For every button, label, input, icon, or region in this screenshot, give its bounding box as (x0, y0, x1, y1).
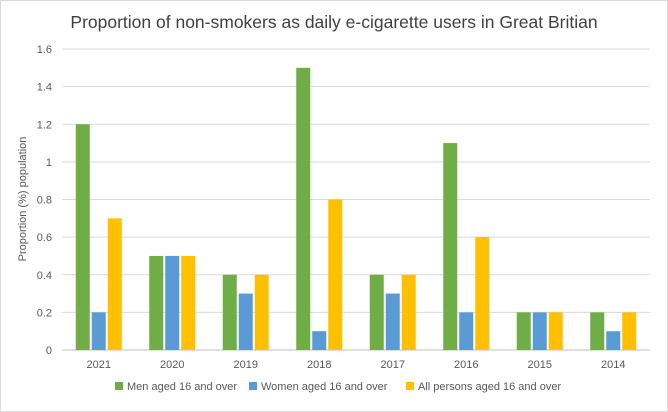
bar-2015-series-3 (548, 312, 563, 350)
x-tick-label: 2016 (454, 359, 478, 371)
bar-2014-series-3 (622, 312, 637, 350)
y-tick-label: 1 (46, 157, 52, 169)
y-tick-label: 0.4 (37, 270, 52, 282)
y-tick-label: 0 (46, 345, 52, 357)
x-tick-label: 2014 (601, 359, 625, 371)
legend-label: Men aged 16 and over (127, 381, 237, 393)
bar-2020-series-2 (165, 255, 180, 350)
bar-2016-series-1 (443, 143, 458, 350)
legend-label: Women aged 16 and over (261, 381, 388, 393)
y-tick-label: 0.8 (37, 195, 52, 207)
y-tick-label: 1.2 (37, 119, 52, 131)
bar-2018-series-3 (328, 199, 343, 350)
bar-2016-series-2 (459, 312, 474, 350)
x-tick-label: 2015 (528, 359, 552, 371)
bar-2016-series-3 (475, 237, 490, 350)
legend: Men aged 16 and over Women aged 16 and ov… (115, 381, 561, 393)
bar-2017-series-2 (385, 293, 400, 350)
y-tick-label: 0.6 (37, 232, 52, 244)
legend-label: All persons aged 16 and over (418, 381, 561, 393)
bar-2019-series-2 (238, 293, 253, 350)
bar-2014-series-2 (606, 331, 621, 350)
bar-2017-series-1 (369, 274, 384, 350)
y-axis-label: Proportion (%) population (17, 137, 29, 262)
bar-2015-series-2 (532, 312, 547, 350)
x-axis-ticks: 2021 2020 2019 2018 2017 2016 2015 2014 (87, 359, 626, 371)
bar-2020-series-3 (181, 255, 196, 350)
y-axis-ticks: 0 0.2 0.4 0.6 0.8 1 1.2 1.4 1.6 (37, 44, 52, 357)
chart-title: Proportion of non-smokers as daily e-cig… (70, 12, 597, 32)
bar-2021-series-1 (75, 124, 90, 350)
bar-2018-series-2 (312, 331, 327, 350)
x-tick-label: 2021 (87, 359, 111, 371)
x-tick-label: 2018 (307, 359, 331, 371)
bar-2018-series-1 (296, 67, 311, 350)
x-tick-label: 2019 (234, 359, 258, 371)
bar-2021-series-3 (107, 218, 122, 350)
y-tick-label: 0.2 (37, 307, 52, 319)
bar-2014-series-1 (590, 312, 605, 350)
legend-swatch (115, 382, 123, 390)
bar-2021-series-2 (91, 312, 106, 350)
y-tick-label: 1.4 (37, 82, 52, 94)
legend-swatch (406, 382, 414, 390)
bar-2020-series-1 (149, 255, 164, 350)
legend-swatch (249, 382, 257, 390)
bar-2019-series-3 (254, 274, 269, 350)
bar-2019-series-1 (222, 274, 237, 350)
x-tick-label: 2017 (381, 359, 405, 371)
x-tick-label: 2020 (160, 359, 184, 371)
bar-2015-series-1 (516, 312, 531, 350)
bar-2017-series-3 (401, 274, 416, 350)
bars (75, 67, 637, 350)
y-tick-label: 1.6 (37, 44, 52, 56)
